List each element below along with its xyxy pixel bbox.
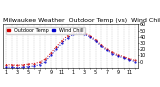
Legend: Outdoor Temp, Wind Chill: Outdoor Temp, Wind Chill [6,27,85,34]
Text: Milwaukee Weather  Outdoor Temp (vs)  Wind Chill  (Last 24 Hours): Milwaukee Weather Outdoor Temp (vs) Wind… [3,18,160,23]
